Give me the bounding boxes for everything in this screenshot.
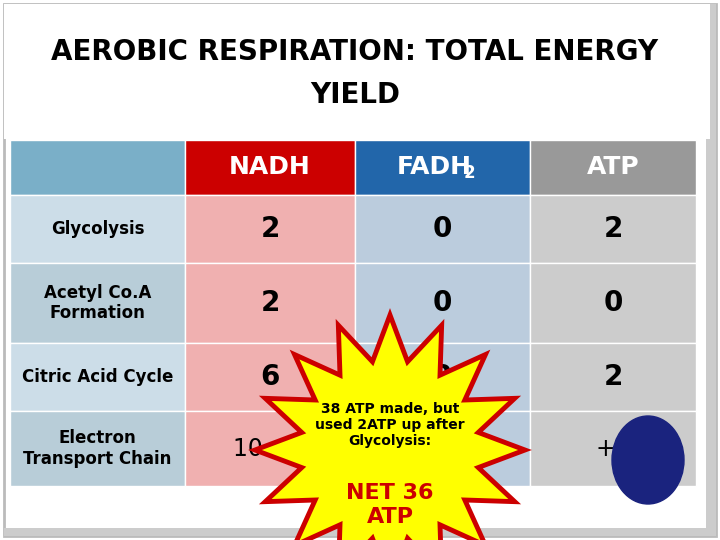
Text: AEROBIC RESPIRATION: TOTAL ENERGY: AEROBIC RESPIRATION: TOTAL ENERGY bbox=[51, 38, 659, 66]
Bar bbox=[4, 4, 710, 139]
Bar bbox=[10, 263, 185, 343]
Text: 2: 2 bbox=[464, 165, 475, 183]
Bar bbox=[10, 195, 185, 263]
Bar bbox=[706, 4, 716, 536]
Bar bbox=[10, 140, 185, 195]
Polygon shape bbox=[255, 315, 525, 540]
Text: +4: +4 bbox=[595, 436, 631, 461]
Text: 0: 0 bbox=[603, 289, 623, 317]
Text: 0: 0 bbox=[433, 215, 452, 243]
Text: 0: 0 bbox=[433, 289, 452, 317]
Bar bbox=[185, 263, 355, 343]
Text: Citric Acid Cycle: Citric Acid Cycle bbox=[22, 368, 174, 386]
Text: YIELD: YIELD bbox=[310, 81, 400, 109]
Bar bbox=[185, 195, 355, 263]
Bar bbox=[355, 195, 530, 263]
Text: Electron
Transport Chain: Electron Transport Chain bbox=[23, 429, 171, 468]
Bar bbox=[530, 343, 696, 411]
Bar bbox=[10, 411, 185, 486]
Text: 2: 2 bbox=[603, 215, 623, 243]
Bar bbox=[4, 528, 716, 536]
Bar bbox=[185, 140, 355, 195]
Text: 6: 6 bbox=[261, 363, 279, 391]
Bar bbox=[10, 343, 185, 411]
Bar bbox=[355, 140, 530, 195]
Ellipse shape bbox=[612, 416, 684, 504]
Text: 2 x 2: 2 x 2 bbox=[413, 436, 472, 461]
Text: 10 x 3: 10 x 3 bbox=[233, 436, 307, 461]
Bar bbox=[530, 140, 696, 195]
Text: FADH: FADH bbox=[397, 156, 472, 179]
Text: 2: 2 bbox=[261, 289, 279, 317]
Text: 2: 2 bbox=[603, 363, 623, 391]
Text: Acetyl Co.A
Formation: Acetyl Co.A Formation bbox=[44, 284, 151, 322]
Text: NADH: NADH bbox=[229, 156, 311, 179]
Text: ATP: ATP bbox=[587, 156, 639, 179]
Text: Glycolysis: Glycolysis bbox=[50, 220, 144, 238]
Text: 38 ATP made, but
used 2ATP up after
Glycolysis:: 38 ATP made, but used 2ATP up after Glyc… bbox=[315, 402, 465, 448]
Text: NET 36
ATP: NET 36 ATP bbox=[346, 483, 433, 526]
Text: 2: 2 bbox=[261, 215, 279, 243]
Bar bbox=[185, 343, 355, 411]
Bar bbox=[530, 195, 696, 263]
Text: 2: 2 bbox=[433, 363, 452, 391]
Bar bbox=[530, 411, 696, 486]
Bar bbox=[355, 411, 530, 486]
Bar bbox=[355, 263, 530, 343]
Bar bbox=[530, 263, 696, 343]
Bar bbox=[355, 343, 530, 411]
Bar bbox=[185, 411, 355, 486]
